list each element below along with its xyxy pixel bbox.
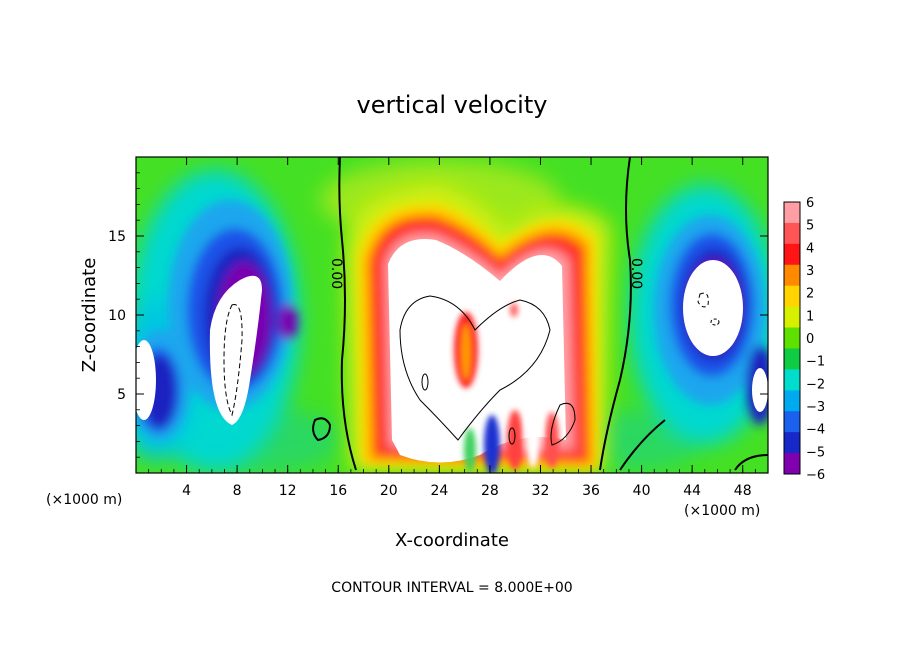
colorbar-label: 2 — [806, 287, 814, 302]
bottom-contour-far-right — [734, 454, 768, 471]
colorbar-label: 6 — [806, 196, 814, 211]
colorbar-label: −5 — [806, 445, 825, 460]
x-tick-label: 28 — [481, 483, 499, 499]
updraft-contour-lower — [550, 402, 576, 446]
colorbar-label: 5 — [806, 219, 814, 234]
colorbar: 6 5 4 3 2 1 0 −1 −2 −3 −4 −5 −6 — [783, 196, 825, 483]
colorbar-swatch — [784, 202, 800, 224]
colorbar-swatch — [784, 411, 800, 433]
bottom-contour-right — [619, 419, 666, 471]
y-tick-label: 15 — [108, 229, 126, 245]
zero-contour-right — [599, 157, 632, 471]
plot-area: 0.00 0.00 — [136, 157, 768, 473]
x-tick-label: 40 — [633, 483, 651, 499]
x-tick-label: 8 — [233, 483, 242, 499]
x-unit-label-right: (×1000 m) — [684, 503, 760, 519]
right-edge-core — [752, 368, 768, 412]
x-tick-label: 48 — [734, 483, 752, 499]
downdraft-contour-right — [697, 292, 709, 308]
colorbar-label: −6 — [806, 468, 825, 483]
y-axis-label: Z-coordinate — [79, 258, 100, 373]
colorbar-label: 4 — [806, 241, 814, 256]
colorbar-swatch — [784, 369, 800, 391]
small-contour — [508, 427, 516, 445]
colorbar-swatch — [784, 264, 800, 287]
zero-contour-label-left: 0.00 — [328, 258, 344, 289]
colorbar-swatch — [784, 432, 800, 454]
colorbar-label: −1 — [806, 355, 825, 370]
colorbar-label: −2 — [806, 377, 825, 392]
contour-lines — [223, 157, 768, 471]
x-unit-label: (×1000 m) — [46, 492, 122, 508]
colorbar-swatch — [784, 222, 800, 245]
x-tick-label: 4 — [182, 483, 191, 499]
colorbar-label: 3 — [806, 264, 814, 279]
x-tick-label: 16 — [329, 483, 347, 499]
zero-contour-left — [338, 157, 357, 471]
left-strong-downdraft-core — [209, 275, 262, 425]
small-contour — [421, 373, 429, 391]
x-tick-label: 12 — [279, 483, 297, 499]
bottom-contour-left — [312, 417, 332, 442]
colorbar-swatch — [784, 453, 800, 475]
colorbar-label: −4 — [806, 423, 825, 438]
x-tick-label: 36 — [582, 483, 600, 499]
colorbar-label: 1 — [806, 309, 814, 324]
zero-contour-label-right: 0.00 — [628, 258, 644, 289]
colorbar-swatch — [784, 285, 800, 308]
right-strong-downdraft-core — [683, 260, 743, 356]
y-tick-label: 5 — [117, 387, 126, 403]
colorbar-label: 0 — [806, 332, 814, 347]
colorbar-swatch — [784, 348, 800, 370]
x-tick-label: 24 — [430, 483, 448, 499]
small-contour — [710, 318, 720, 326]
y-tick-label: 10 — [108, 308, 126, 324]
colorbar-swatch — [784, 306, 800, 329]
colorbar-swatch — [784, 243, 800, 266]
colorbar-swatch — [784, 390, 800, 412]
left-edge-core — [136, 340, 156, 420]
colorbar-frame — [783, 201, 801, 475]
y-axis: 5 10 15 — [108, 172, 768, 458]
downdraft-contour-left — [223, 303, 243, 417]
x-axis-label: X-coordinate — [395, 530, 509, 551]
colorbar-swatch — [784, 327, 800, 349]
colorbar-label: −3 — [806, 400, 825, 415]
chart-title: vertical velocity — [357, 91, 548, 119]
x-axis: 4 8 12 16 20 24 28 32 36 40 44 48 — [148, 157, 756, 499]
updraft-contour — [399, 295, 551, 441]
x-tick-label: 44 — [683, 483, 701, 499]
x-tick-label: 32 — [532, 483, 550, 499]
contour-interval-footer: CONTOUR INTERVAL = 8.000E+00 — [331, 580, 572, 596]
central-updraft-region — [345, 185, 610, 473]
x-tick-label: 20 — [380, 483, 398, 499]
